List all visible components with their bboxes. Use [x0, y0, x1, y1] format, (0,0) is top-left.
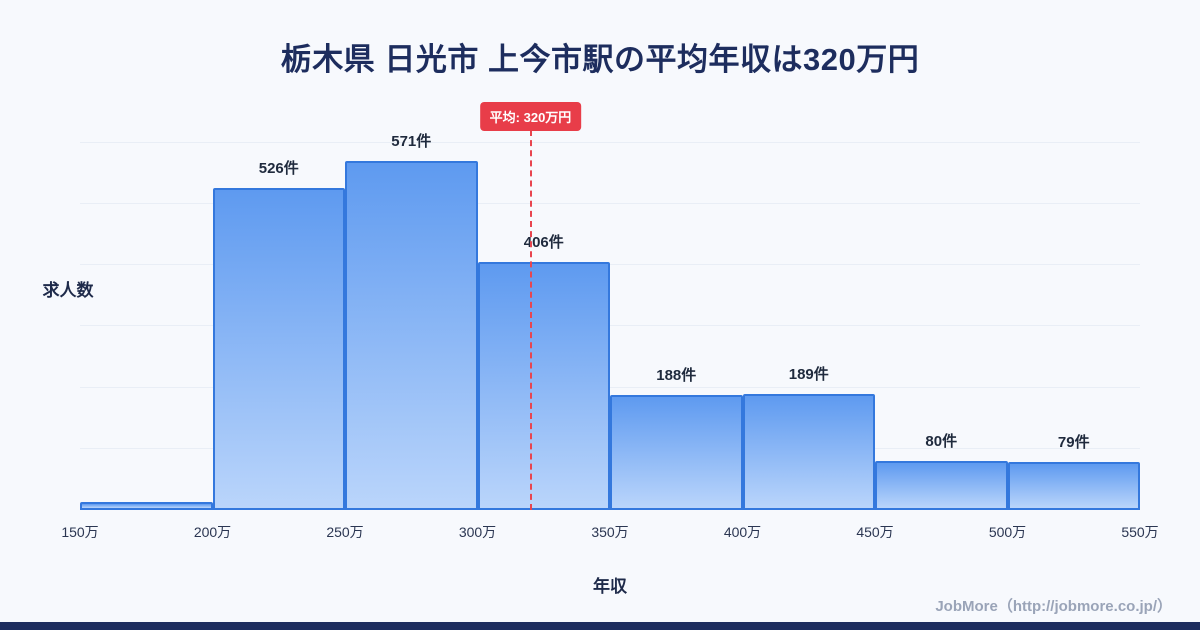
bar-value-label: 571件 [391, 133, 432, 150]
gridline [80, 325, 1140, 327]
histogram-bar [875, 461, 1008, 510]
bottom-accent-bar [0, 622, 1200, 630]
footer-credit: JobMore（http://jobmore.co.jp/） [935, 598, 1172, 615]
bar-value-label: 80件 [925, 433, 958, 450]
y-axis-label: 求人数 [42, 281, 94, 300]
histogram-bar [80, 502, 213, 510]
x-axis-tick-label: 250万 [326, 524, 364, 540]
bar-value-label: 189件 [788, 366, 829, 383]
average-badge: 平均: 320万円 [479, 102, 582, 131]
histogram-bar [345, 161, 478, 510]
bar-value-label: 526件 [258, 160, 299, 177]
histogram-bar [477, 262, 610, 510]
income-histogram: 526件 571件 406件 188件 189件 80件 79件 平均: 320万円 150… [43, 100, 1159, 596]
gridline [80, 386, 1140, 388]
x-axis-tick-label: 450万 [856, 524, 894, 540]
x-axis-tick-label: 300万 [458, 524, 497, 540]
histogram-bar [610, 395, 743, 510]
histogram-bar [742, 394, 875, 510]
gridline [80, 264, 1140, 266]
x-axis-label: 年収 [593, 577, 627, 596]
x-axis-tick-label: 350万 [591, 524, 629, 540]
bar-value-label: 188件 [656, 367, 697, 384]
bar-value-label: 406件 [523, 234, 564, 251]
gridline [80, 203, 1140, 205]
x-axis-tick-label: 400万 [723, 524, 762, 540]
histogram-bar [212, 188, 345, 510]
histogram-bar [1007, 462, 1140, 510]
average-line [529, 130, 532, 510]
x-axis-tick-label: 550万 [1121, 524, 1159, 540]
x-axis-tick-label: 500万 [988, 524, 1027, 540]
x-axis-tick-label: 150万 [61, 524, 99, 540]
x-axis-tick-label: 200万 [193, 524, 232, 540]
bar-value-label: 79件 [1057, 434, 1090, 451]
page-title: 栃木県 日光市 上今市駅の平均年収は320万円 [280, 42, 920, 77]
gridline [80, 141, 1140, 143]
